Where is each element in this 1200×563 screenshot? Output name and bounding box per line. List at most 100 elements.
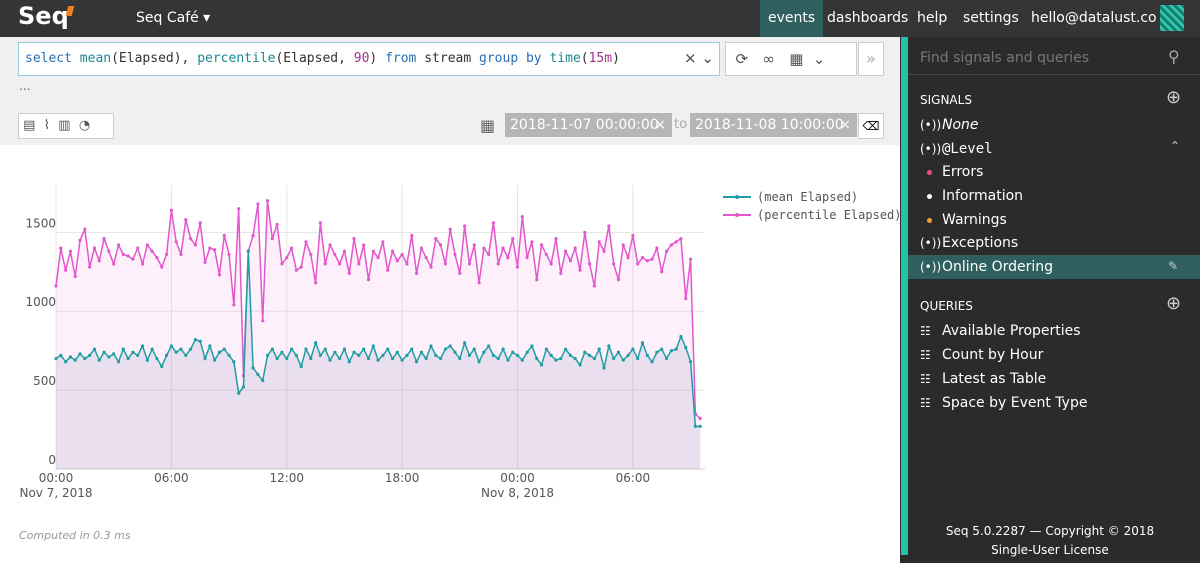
query-input[interactable]: select mean(Elapsed), percentile(Elapsed… bbox=[18, 42, 720, 76]
date-to[interactable]: 2018-11-08 10:00:00 × bbox=[690, 113, 857, 137]
point bbox=[520, 358, 524, 362]
logo[interactable]: Seq bbox=[18, 2, 69, 30]
point bbox=[289, 246, 294, 250]
query[interactable]: Space by Event Type bbox=[942, 395, 1088, 411]
level[interactable]: Errors bbox=[942, 164, 984, 180]
query[interactable]: Count by Hour bbox=[942, 347, 1044, 363]
query-tools[interactable]: ⟳ ∞ ▦ ⌄ bbox=[725, 42, 857, 76]
view-switch[interactable]: ▤ ⌇ ▥ ◔ bbox=[18, 113, 114, 139]
point bbox=[78, 352, 82, 356]
signal[interactable]: None bbox=[942, 117, 979, 133]
point bbox=[477, 360, 481, 364]
point bbox=[102, 237, 106, 241]
version: Seq 5.0.2287 — Copyright © 2018 bbox=[945, 524, 1155, 538]
x-tick-label: 06:00 bbox=[154, 471, 189, 485]
date-from[interactable]: 2018-11-07 00:00:00 × bbox=[505, 113, 672, 137]
avatar[interactable] bbox=[1160, 5, 1184, 31]
point bbox=[631, 347, 635, 351]
signal[interactable]: @Level bbox=[942, 141, 993, 157]
icon: ☷ bbox=[920, 324, 931, 338]
point bbox=[664, 356, 669, 361]
add-query[interactable]: ⊕ bbox=[1166, 293, 1182, 314]
query-token: select bbox=[25, 51, 72, 66]
point bbox=[241, 385, 246, 389]
point bbox=[131, 257, 135, 261]
level[interactable]: Information bbox=[942, 188, 1024, 204]
level[interactable]: Warnings bbox=[942, 212, 1007, 228]
point bbox=[573, 356, 577, 361]
point bbox=[198, 339, 202, 343]
point bbox=[467, 353, 472, 357]
nav-item[interactable]: settings bbox=[963, 10, 1019, 26]
point bbox=[616, 350, 621, 354]
point bbox=[347, 271, 351, 275]
workspace[interactable]: Seq Café ▾ bbox=[136, 10, 211, 26]
point bbox=[559, 271, 563, 275]
query[interactable]: Latest as Table bbox=[942, 371, 1047, 387]
point bbox=[655, 246, 659, 250]
queries-title: QUERIES bbox=[920, 299, 973, 313]
point bbox=[261, 319, 265, 323]
point bbox=[121, 347, 125, 351]
y-tick-label: 1500 bbox=[25, 216, 56, 230]
point bbox=[588, 353, 592, 357]
nav-item[interactable]: help bbox=[917, 10, 948, 26]
collapse[interactable]: ⌃ bbox=[1170, 139, 1181, 153]
point bbox=[674, 347, 678, 351]
point bbox=[237, 391, 241, 395]
query-token: (Elapsed), bbox=[111, 51, 198, 66]
point bbox=[381, 353, 385, 357]
point bbox=[347, 360, 351, 364]
point bbox=[333, 252, 337, 257]
search-icon[interactable]: ⚲ bbox=[1168, 47, 1180, 66]
point bbox=[237, 207, 241, 211]
point bbox=[520, 214, 524, 219]
point bbox=[506, 255, 510, 260]
signal[interactable]: Exceptions bbox=[942, 235, 1019, 251]
nav-item[interactable]: dashboards bbox=[827, 10, 909, 26]
point bbox=[174, 350, 178, 354]
query-token: from bbox=[385, 51, 417, 66]
point bbox=[525, 255, 529, 260]
point bbox=[511, 237, 515, 241]
icon: (•)) bbox=[920, 260, 942, 274]
point bbox=[472, 243, 476, 247]
nav-item[interactable]: events bbox=[760, 0, 824, 37]
point bbox=[487, 252, 491, 257]
y-tick-label: 500 bbox=[33, 374, 56, 388]
nav-item[interactable]: hello@datalust.co bbox=[1031, 10, 1157, 26]
point bbox=[443, 262, 447, 266]
point bbox=[294, 353, 298, 357]
point bbox=[631, 233, 635, 238]
search[interactable]: Find signals and queries bbox=[920, 50, 1090, 66]
point bbox=[438, 243, 443, 247]
run-button[interactable]: » bbox=[858, 42, 884, 76]
more[interactable]: ... bbox=[19, 79, 31, 93]
point bbox=[443, 347, 447, 351]
point bbox=[395, 350, 399, 354]
point bbox=[405, 353, 409, 357]
signal[interactable]: Online Ordering bbox=[942, 259, 1054, 275]
point bbox=[376, 255, 380, 260]
icon: ☷ bbox=[920, 348, 931, 362]
clear-dates[interactable]: ⌫ bbox=[858, 113, 884, 139]
calendar-icon[interactable]: ▦ bbox=[480, 116, 496, 135]
point bbox=[314, 281, 318, 285]
point bbox=[491, 353, 496, 357]
point bbox=[583, 350, 587, 354]
point bbox=[410, 347, 414, 351]
point bbox=[559, 356, 563, 361]
edit[interactable]: ✎ bbox=[1168, 259, 1179, 273]
point bbox=[213, 358, 217, 362]
point bbox=[419, 350, 423, 354]
point bbox=[73, 358, 77, 362]
query-token: (Elapsed, bbox=[275, 51, 354, 66]
clear-button[interactable]: × ⌄ bbox=[684, 49, 714, 67]
point bbox=[342, 347, 347, 351]
add-signal[interactable]: ⊕ bbox=[1166, 87, 1182, 108]
point bbox=[515, 265, 520, 269]
query[interactable]: Available Properties bbox=[942, 323, 1081, 339]
point bbox=[573, 246, 577, 250]
point bbox=[467, 262, 472, 266]
